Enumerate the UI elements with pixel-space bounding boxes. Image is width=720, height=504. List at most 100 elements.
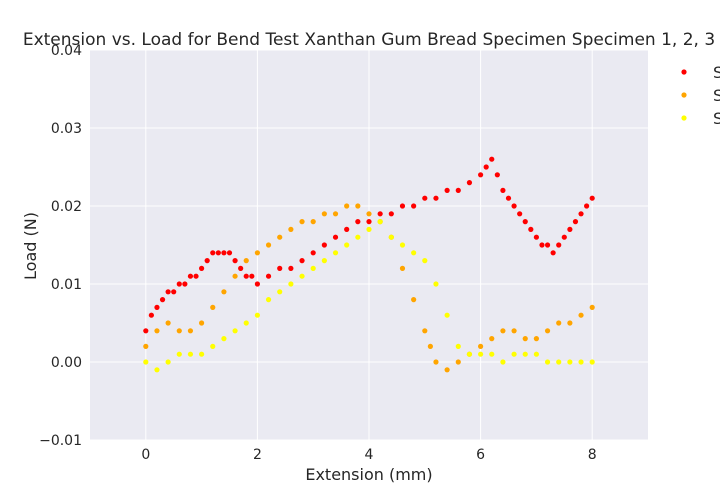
x-tick-label: 0 <box>141 447 150 463</box>
y-tick-label: 0.02 <box>51 199 82 215</box>
legend: SSS <box>681 63 720 128</box>
data-point <box>277 289 283 295</box>
data-point <box>159 297 166 303</box>
data-point <box>254 250 260 256</box>
data-point <box>176 281 182 287</box>
data-point <box>455 359 461 365</box>
data-point <box>332 250 339 256</box>
data-point <box>550 250 556 256</box>
data-point <box>355 203 361 209</box>
data-point <box>288 226 294 232</box>
data-point <box>483 164 489 170</box>
data-point <box>187 328 194 334</box>
data-point <box>478 351 484 357</box>
data-point <box>210 250 216 256</box>
data-point <box>199 320 205 326</box>
data-point <box>232 273 238 279</box>
data-point <box>533 234 540 240</box>
y-axis-title: Load (N) <box>21 212 40 280</box>
data-point <box>444 187 450 193</box>
data-point <box>299 219 305 225</box>
data-point <box>210 304 216 310</box>
data-point <box>444 367 450 373</box>
data-point <box>578 211 584 217</box>
data-point <box>411 250 417 256</box>
data-point <box>344 242 350 248</box>
data-point <box>221 336 227 342</box>
legend-label: S <box>713 63 720 82</box>
data-point <box>226 250 233 256</box>
data-point <box>422 195 428 201</box>
legend-label: S <box>713 109 720 128</box>
data-point <box>148 312 154 318</box>
data-point <box>433 281 439 287</box>
data-point <box>366 211 372 217</box>
x-tick-label: 6 <box>476 447 485 463</box>
data-point <box>277 265 283 271</box>
data-point <box>544 328 551 334</box>
chart-title: Extension vs. Load for Bend Test Xanthan… <box>23 30 715 50</box>
data-point <box>193 273 199 279</box>
data-point <box>165 359 171 365</box>
data-point <box>427 343 433 349</box>
data-point <box>377 219 383 225</box>
data-point <box>310 250 316 256</box>
data-point <box>422 328 428 334</box>
data-point <box>165 289 171 295</box>
data-point <box>310 265 316 271</box>
data-point <box>199 351 205 357</box>
data-point <box>344 226 350 232</box>
x-tick-label: 2 <box>253 447 262 463</box>
data-point <box>589 195 595 201</box>
legend-marker <box>681 69 687 75</box>
x-tick-label: 4 <box>365 447 374 463</box>
data-point <box>567 320 573 326</box>
data-point <box>567 359 573 365</box>
data-point <box>321 242 327 248</box>
data-point <box>489 336 495 342</box>
data-point <box>355 234 361 240</box>
data-point <box>489 351 495 357</box>
x-tick-label: 8 <box>588 447 597 463</box>
data-point <box>505 195 512 201</box>
data-point <box>511 203 517 209</box>
data-point <box>478 343 484 349</box>
data-point <box>221 250 227 256</box>
data-point <box>171 289 177 295</box>
data-point <box>500 187 506 193</box>
data-point <box>210 343 216 349</box>
data-point <box>544 242 551 248</box>
data-point <box>567 226 573 232</box>
data-point <box>332 234 339 240</box>
data-point <box>332 211 339 217</box>
data-point <box>310 219 316 225</box>
series-1 <box>143 156 595 334</box>
x-axis-title: Extension (mm) <box>305 465 432 484</box>
data-point <box>561 234 567 240</box>
data-point <box>165 320 171 326</box>
data-point <box>522 351 528 357</box>
legend-marker <box>681 115 687 121</box>
data-point <box>199 265 205 271</box>
y-axis-ticks: −0.01 0.00 0.01 0.02 0.03 0.04 <box>39 43 82 449</box>
data-point <box>265 297 272 303</box>
data-point <box>366 226 372 232</box>
data-point <box>444 312 450 318</box>
legend-label: S <box>713 86 720 105</box>
data-point <box>143 359 149 365</box>
data-point <box>187 351 194 357</box>
data-point <box>556 242 562 248</box>
data-point <box>277 234 283 240</box>
data-point <box>232 258 238 264</box>
data-point <box>154 328 160 334</box>
series-2 <box>143 203 595 373</box>
data-point <box>288 265 294 271</box>
data-point <box>533 351 540 357</box>
data-point <box>154 304 160 310</box>
series-3 <box>143 219 595 373</box>
data-point <box>182 281 188 287</box>
data-point <box>411 203 417 209</box>
data-point <box>433 195 439 201</box>
data-point <box>254 312 260 318</box>
